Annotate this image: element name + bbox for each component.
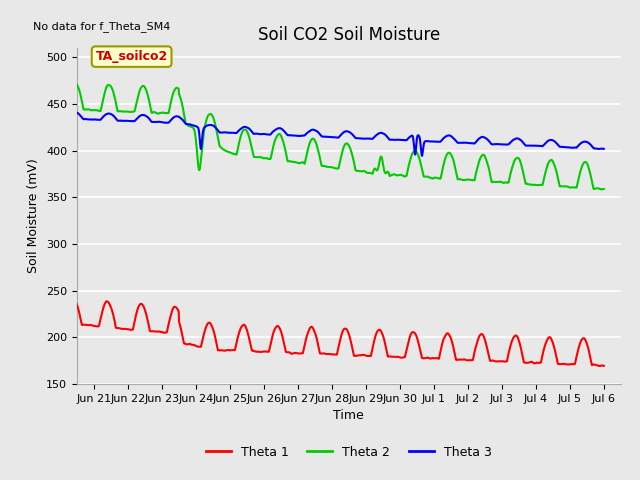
X-axis label: Time: Time (333, 409, 364, 422)
Y-axis label: Soil Moisture (mV): Soil Moisture (mV) (28, 158, 40, 274)
Text: No data for f_Theta_SM4: No data for f_Theta_SM4 (33, 21, 171, 32)
Title: Soil CO2 Soil Moisture: Soil CO2 Soil Moisture (258, 25, 440, 44)
Text: TA_soilco2: TA_soilco2 (95, 50, 168, 63)
Legend: Theta 1, Theta 2, Theta 3: Theta 1, Theta 2, Theta 3 (201, 441, 497, 464)
